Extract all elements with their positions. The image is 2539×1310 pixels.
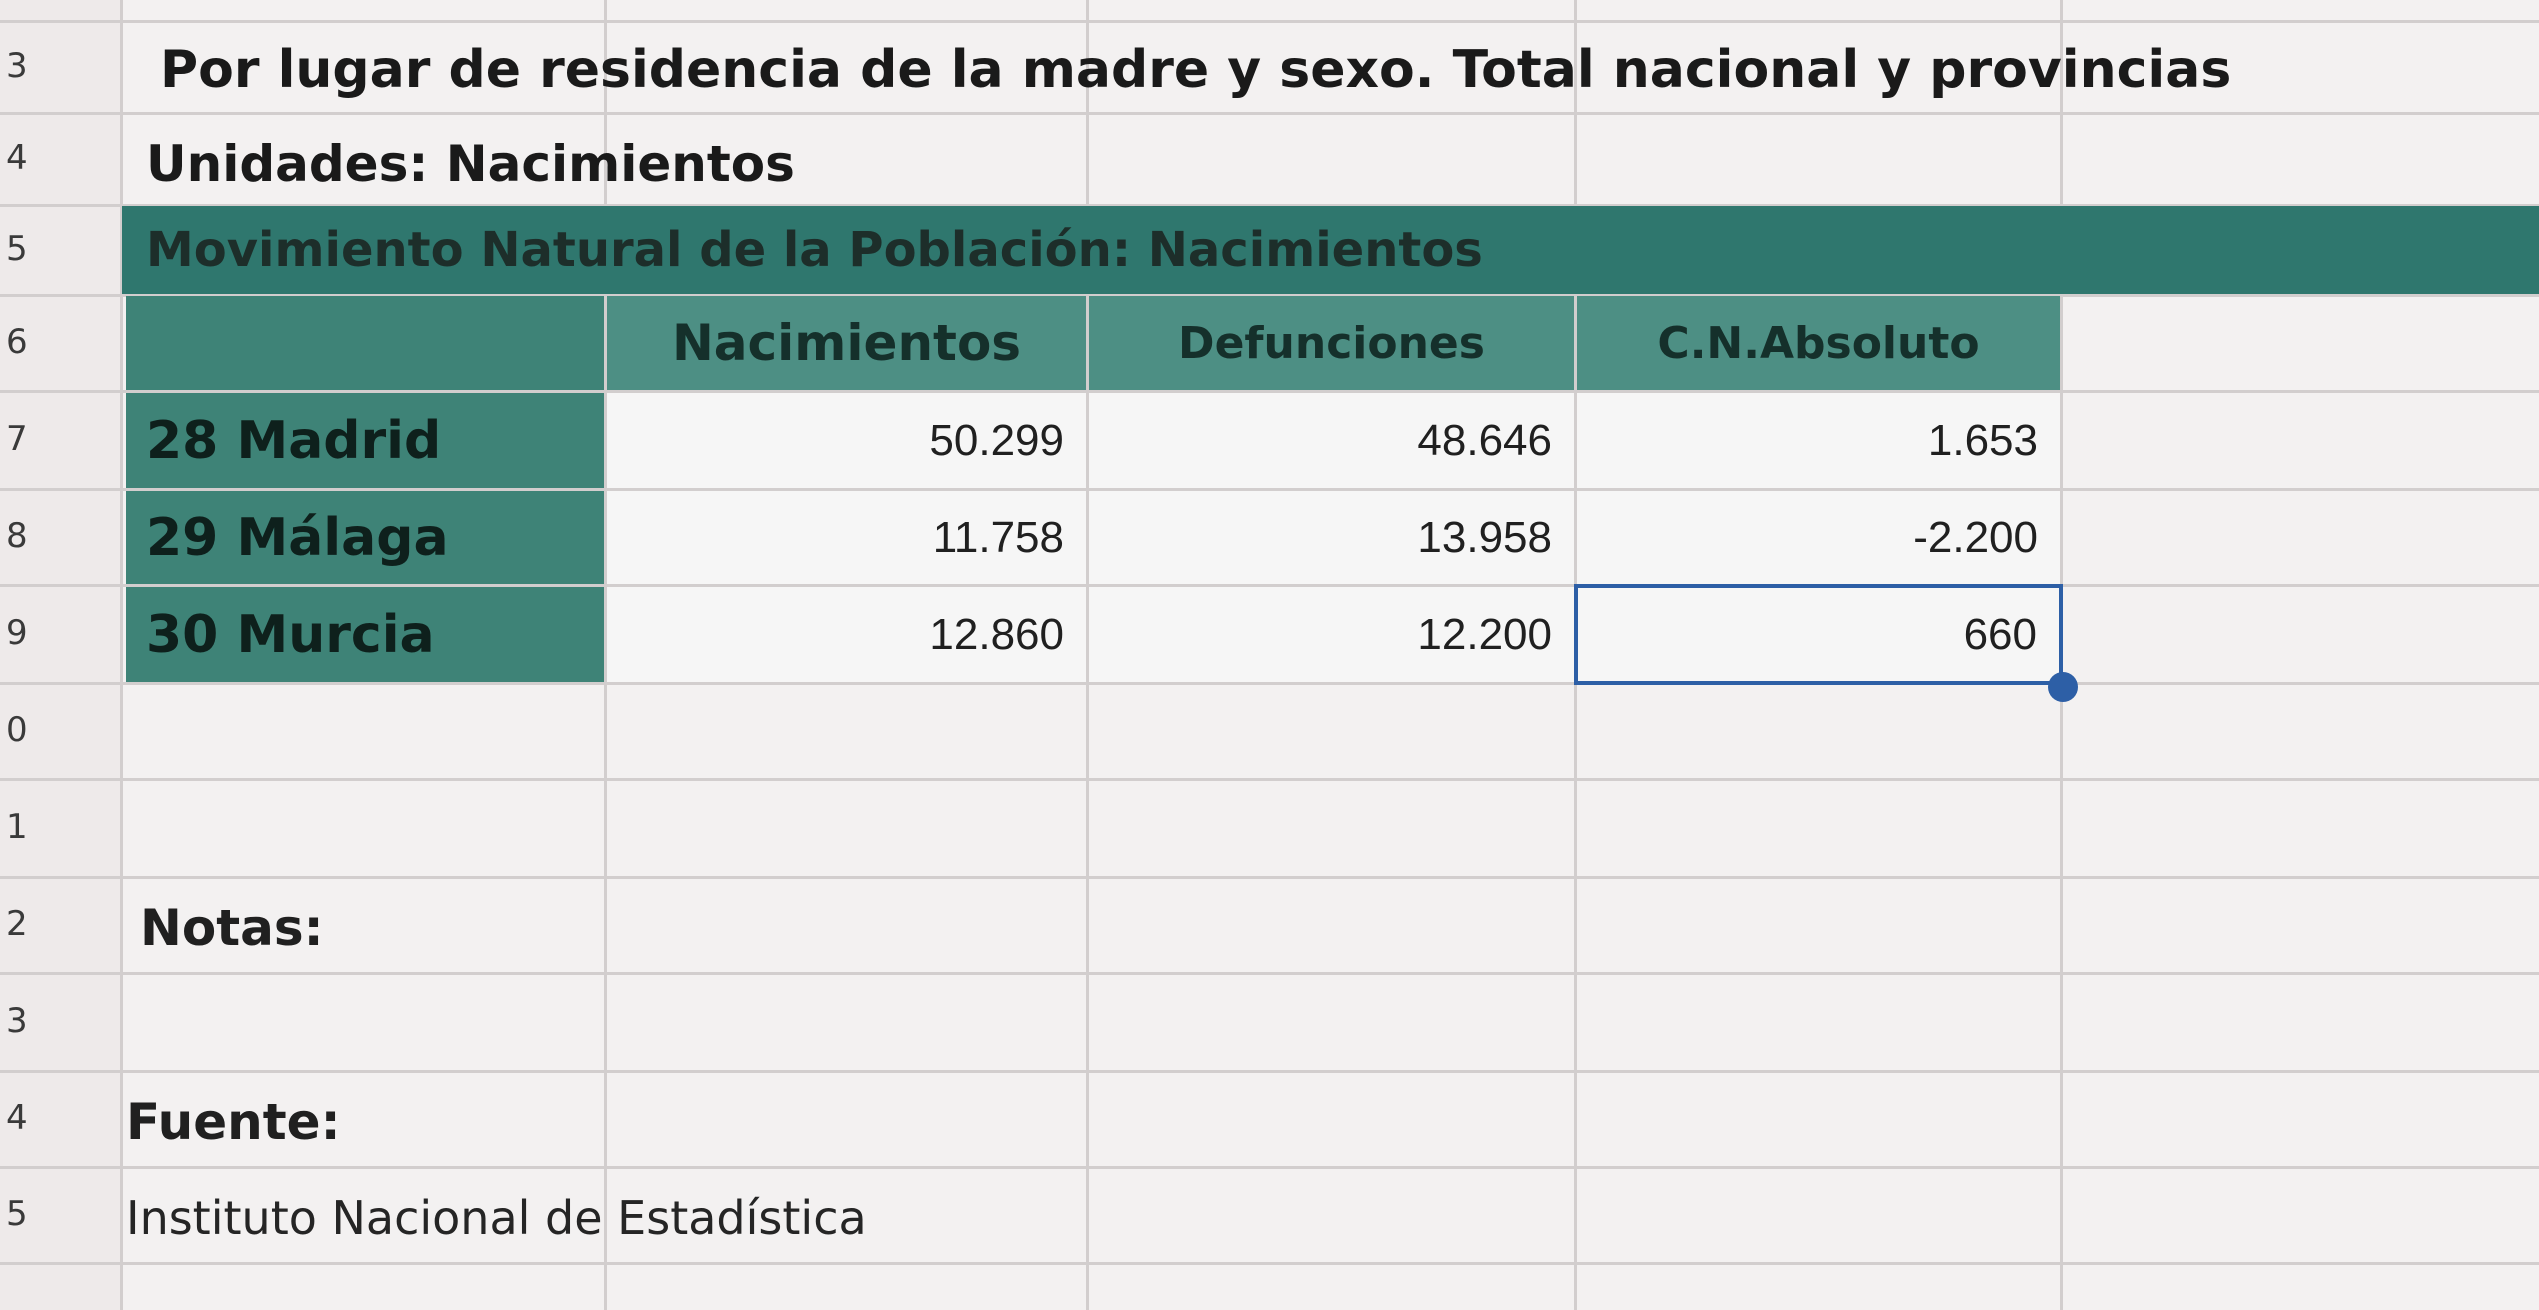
sheet-title[interactable]: Por lugar de residencia de la madre y se…	[160, 40, 2232, 100]
grid-line	[0, 1166, 2539, 1169]
row-header-column	[0, 0, 122, 1310]
header-defunciones[interactable]: Defunciones	[1089, 296, 1574, 390]
source-text[interactable]: Instituto Nacional de Estadística	[126, 1191, 867, 1245]
cell-madrid-cn-absoluto[interactable]: 1.653	[1577, 393, 2060, 488]
header-cn-absoluto[interactable]: C.N.Absoluto	[1577, 296, 2060, 390]
grid-line	[604, 0, 607, 1310]
grid-line	[0, 204, 2539, 207]
row-number[interactable]: 9	[6, 613, 28, 653]
grid-line	[0, 488, 2539, 491]
fill-handle[interactable]	[2048, 672, 2078, 702]
row-number[interactable]: 5	[6, 229, 28, 269]
source-label[interactable]: Fuente:	[126, 1093, 341, 1151]
row-number[interactable]: 4	[6, 1098, 28, 1138]
grid-line	[0, 876, 2539, 879]
grid-line	[0, 20, 2539, 23]
grid-line	[1086, 0, 1089, 1310]
cell-malaga-defunciones[interactable]: 13.958	[1089, 491, 1574, 584]
notes-label[interactable]: Notas:	[140, 899, 324, 957]
cell-malaga-nacimientos[interactable]: 11.758	[607, 491, 1086, 584]
grid-line	[0, 972, 2539, 975]
cell-murcia-cn-absoluto-selected[interactable]: 660	[1574, 584, 2063, 685]
grid-line	[0, 584, 2539, 587]
grid-line	[120, 0, 123, 1310]
grid-line	[0, 682, 2539, 685]
row-number[interactable]: 6	[6, 322, 28, 362]
province-murcia[interactable]: 30 Murcia	[126, 587, 604, 682]
row-number[interactable]: 1	[6, 807, 28, 847]
row-number[interactable]: 3	[6, 1001, 28, 1041]
grid-line	[0, 778, 2539, 781]
row-number[interactable]: 0	[6, 710, 28, 750]
header-nacimientos[interactable]: Nacimientos	[607, 296, 1086, 390]
header-blank-cell[interactable]	[126, 296, 604, 390]
cell-murcia-nacimientos[interactable]: 12.860	[607, 587, 1086, 682]
province-malaga[interactable]: 29 Málaga	[126, 491, 604, 584]
units-label[interactable]: Unidades: Nacimientos	[146, 135, 795, 193]
grid-line	[0, 390, 2539, 393]
grid-line	[0, 294, 2539, 297]
grid-line	[0, 1070, 2539, 1073]
row-number[interactable]: 8	[6, 516, 28, 556]
banner-band[interactable]	[122, 206, 2539, 294]
banner-title: Movimiento Natural de la Población: Naci…	[146, 222, 1483, 278]
row-number[interactable]: 4	[6, 138, 28, 178]
grid-line	[0, 112, 2539, 115]
cell-madrid-defunciones[interactable]: 48.646	[1089, 393, 1574, 488]
row-number[interactable]: 3	[6, 46, 28, 86]
row-number[interactable]: 2	[6, 904, 28, 944]
grid-line	[0, 1262, 2539, 1265]
cell-malaga-cn-absoluto[interactable]: -2.200	[1577, 491, 2060, 584]
cell-madrid-nacimientos[interactable]: 50.299	[607, 393, 1086, 488]
row-number[interactable]: 7	[6, 419, 28, 459]
cell-murcia-defunciones[interactable]: 12.200	[1089, 587, 1574, 682]
province-madrid[interactable]: 28 Madrid	[126, 393, 604, 488]
row-number[interactable]: 5	[6, 1194, 28, 1234]
